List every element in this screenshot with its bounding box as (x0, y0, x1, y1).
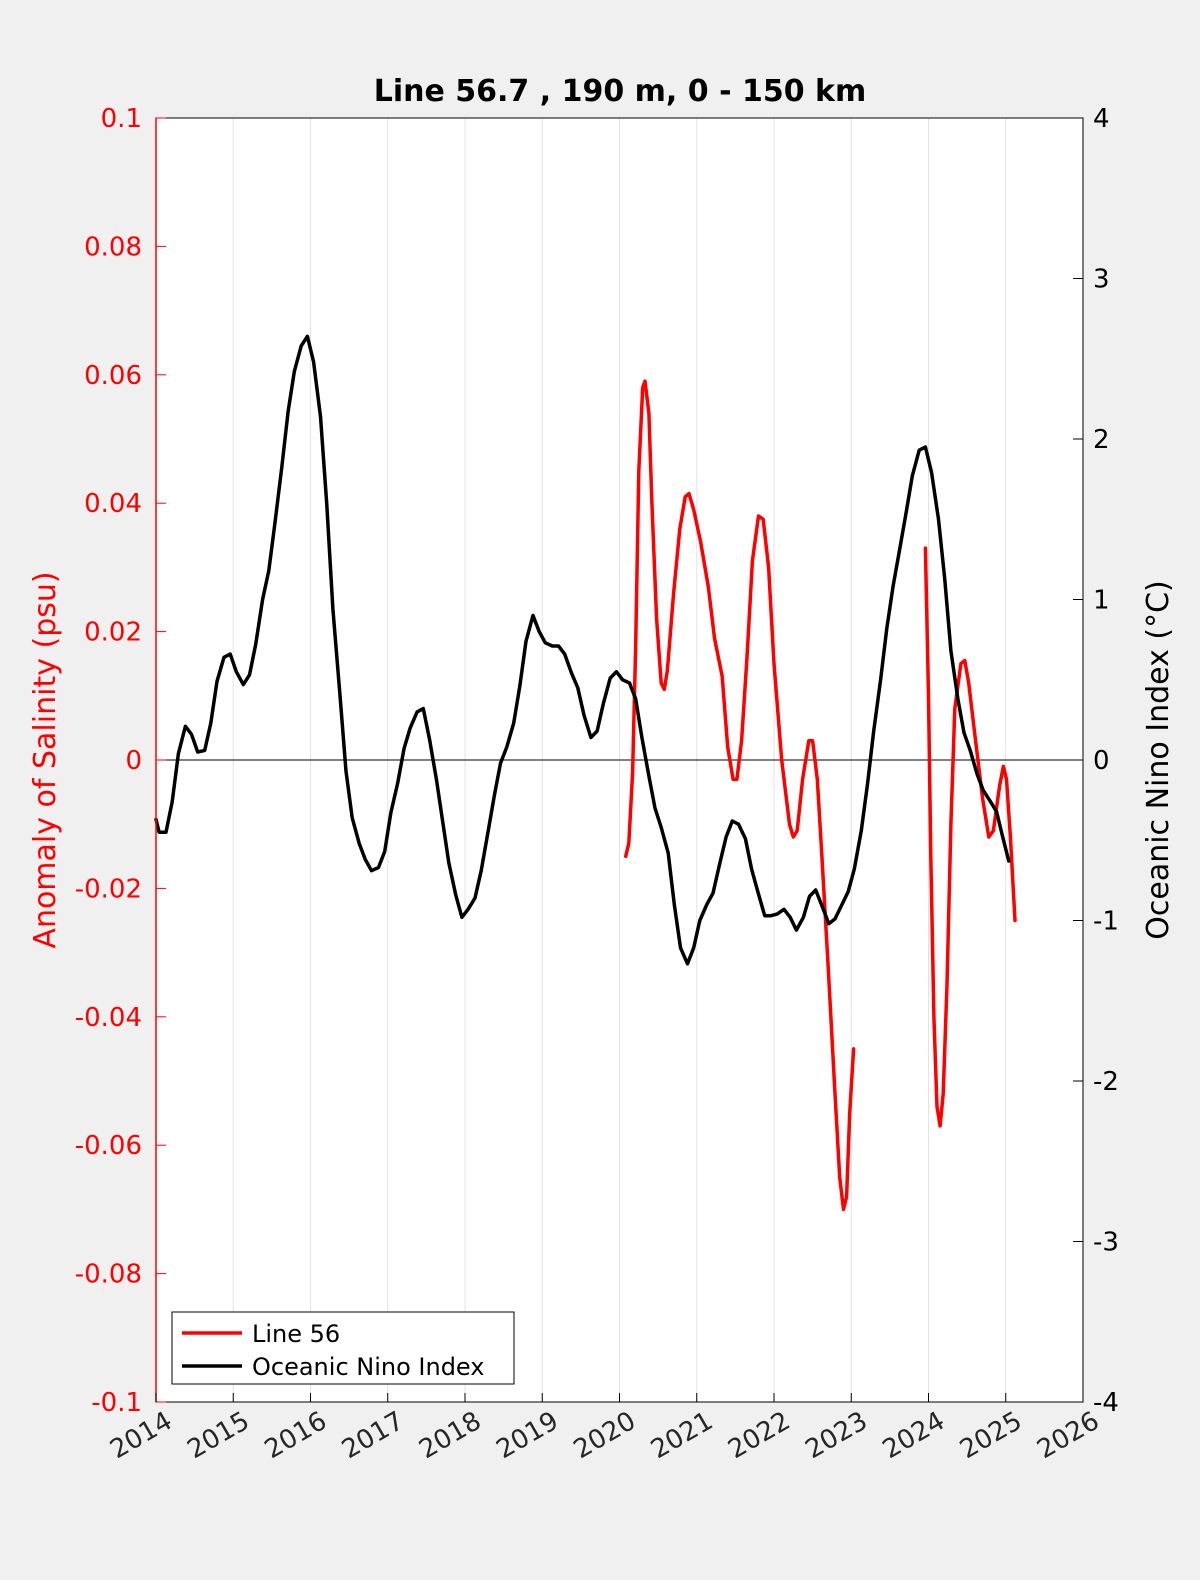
left-tick-label: 0.04 (84, 489, 142, 519)
x-tick-label: 2021 (646, 1406, 718, 1465)
legend-box (171, 1311, 515, 1385)
legend: Line 56 Oceanic Nino Index (171, 1311, 515, 1385)
x-tick-label: 2024 (878, 1406, 950, 1465)
left-tick-label: -0.02 (75, 874, 142, 904)
left-tick-label: -0.08 (75, 1260, 142, 1290)
right-tick-label: -3 (1093, 1228, 1119, 1258)
left-axis: 0.1 0.08 0.06 0.04 0.02 0 -0.02 -0.04 -0.06 -0.08… (75, 104, 166, 1418)
x-tick-label: 2019 (491, 1406, 563, 1465)
left-tick-label: -0.1 (91, 1388, 142, 1418)
right-tick-label: 2 (1093, 425, 1110, 455)
left-tick-label: 0.08 (84, 232, 142, 262)
right-tick-label: -2 (1093, 1067, 1119, 1097)
series-line-56 (923, 546, 1017, 1128)
x-tick-label: 2020 (569, 1406, 641, 1465)
x-tick-label: 2017 (337, 1406, 409, 1465)
right-axis-label: Oceanic Nino Index (°C) (1141, 580, 1176, 940)
legend-label-line-56: Line 56 (252, 1320, 340, 1348)
left-tick-label: -0.04 (75, 1003, 142, 1033)
left-tick-label: 0 (125, 746, 142, 776)
right-tick-label: -4 (1093, 1388, 1119, 1418)
x-tick-label: 2016 (260, 1406, 332, 1465)
right-tick-label: 0 (1093, 746, 1110, 776)
x-tick-label: 2026 (1032, 1406, 1104, 1465)
left-tick-label: -0.06 (75, 1131, 142, 1161)
right-tick-label: 3 (1093, 265, 1110, 295)
x-tick-label: 2018 (414, 1406, 486, 1465)
right-axis: 4 3 2 1 0 -1 -2 -3 -4 (1073, 104, 1119, 1418)
x-tick-label: 2015 (182, 1406, 254, 1465)
left-tick-label: 0.1 (101, 104, 142, 134)
x-axis: 2014 2015 2016 2017 2018 2019 2020 2021 2022 2023… (105, 1393, 1105, 1465)
chart-title: Line 56.7 , 190 m, 0 - 150 km (374, 74, 867, 109)
left-tick-label: 0.06 (84, 361, 142, 391)
left-tick-label: 0.02 (84, 618, 142, 648)
right-tick-label: 1 (1093, 586, 1110, 616)
right-tick-label: -1 (1093, 907, 1119, 937)
series-oceanic-nino-index (154, 334, 1011, 966)
right-tick-label: 4 (1093, 104, 1110, 134)
left-axis-label: Anomaly of Salinity (psu) (28, 571, 63, 948)
series-layer (154, 334, 1017, 1212)
x-tick-label: 2022 (723, 1406, 795, 1465)
series-line-56 (623, 379, 856, 1212)
x-tick-label: 2025 (955, 1406, 1027, 1465)
legend-label-oni: Oceanic Nino Index (252, 1353, 484, 1381)
x-tick-label: 2023 (800, 1406, 872, 1465)
